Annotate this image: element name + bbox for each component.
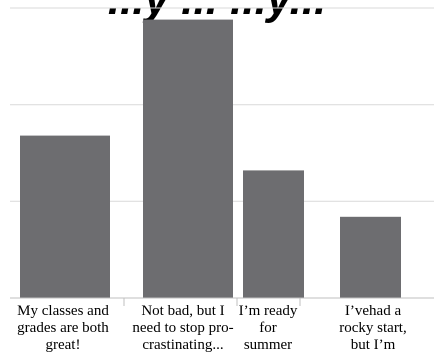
category-label-0: My classes and grades are both great!	[17, 303, 109, 353]
category-label-3-line-2: but I’m	[351, 337, 396, 353]
bar-3	[340, 216, 401, 298]
bars	[20, 19, 401, 298]
category-label-1-line-0: Not bad, but I	[141, 303, 224, 319]
category-label-3-line-1: rocky start,	[339, 320, 406, 336]
category-label-2-line-1: for	[259, 320, 277, 336]
category-label-1-line-2: crastinating...	[142, 337, 223, 353]
category-label-2: I’m ready for summer	[239, 303, 298, 353]
category-label-0-line-0: My classes and	[17, 303, 109, 319]
category-labels: My classes and grades are both great! Not b…	[17, 303, 407, 353]
category-label-2-line-2: summer	[244, 337, 292, 353]
category-label-1-line-1: need to stop pro-	[132, 320, 233, 336]
axes	[10, 297, 434, 306]
category-label-3-line-0: I’vehad a	[345, 303, 402, 319]
category-label-3: I’vehad a rocky start, but I’m	[339, 303, 406, 353]
bar-0	[20, 135, 110, 298]
category-label-0-line-1: grades are both	[17, 320, 109, 336]
category-label-0-line-2: great!	[46, 337, 81, 353]
category-label-2-line-0: I’m ready	[239, 303, 298, 319]
bar-1	[143, 19, 233, 298]
bar-2	[243, 170, 304, 298]
